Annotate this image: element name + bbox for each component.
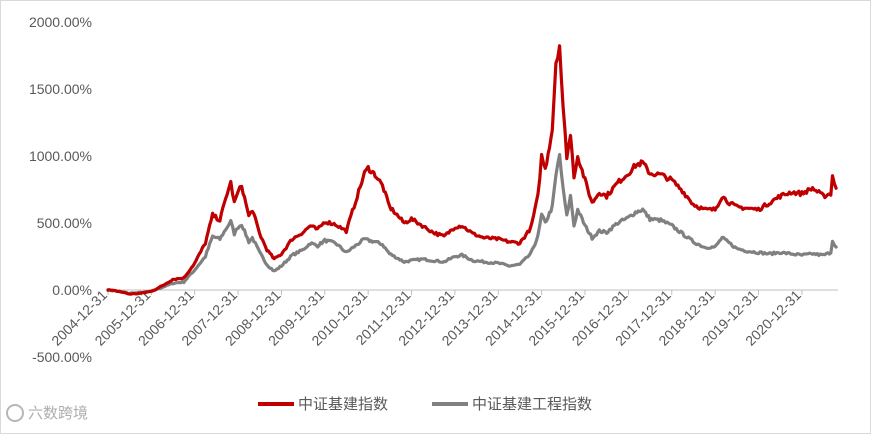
y-tick-label: 500.00% (37, 215, 92, 231)
y-tick-label: -500.00% (32, 349, 92, 365)
legend-label: 中证基建工程指数 (472, 395, 592, 413)
y-tick-label: 1000.00% (29, 148, 92, 164)
y-tick-label: 2000.00% (29, 14, 92, 30)
legend: 中证基建指数 中证基建工程指数 (258, 395, 592, 413)
y-axis-ticks: 2000.00% 1500.00% 1000.00% 500.00% 0.00% -500… (29, 14, 92, 365)
watermark-logo-icon (6, 403, 24, 422)
y-tick-label: 1500.00% (29, 81, 92, 97)
watermark: 六数跨境 (6, 402, 88, 423)
watermark-text: 六数跨境 (28, 404, 89, 422)
series-line-1 (106, 152, 838, 296)
legend-label: 中证基建指数 (298, 395, 388, 413)
x-axis-ticks: 2004-12-312005-12-312006-12-312007-12-31… (48, 287, 804, 349)
y-tick-label: 0.00% (52, 282, 92, 298)
series-group (106, 44, 838, 296)
series-line-0 (106, 44, 838, 296)
